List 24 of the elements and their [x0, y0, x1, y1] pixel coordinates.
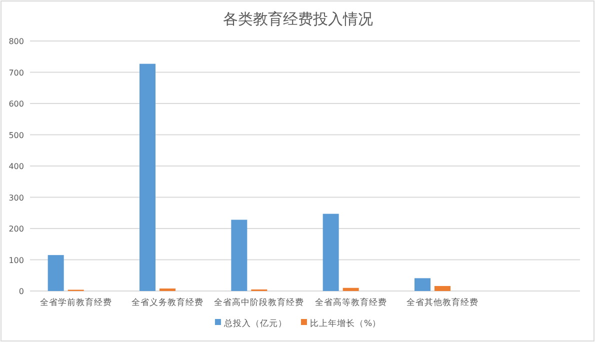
y-tick-label: 800: [8, 37, 24, 46]
y-tick-label: 400: [8, 162, 24, 171]
bar: [322, 214, 339, 291]
y-tick-label: 600: [8, 100, 24, 108]
bar: [48, 255, 64, 291]
bar: [342, 288, 359, 291]
x-tick-label: 全省义务教育经费: [132, 297, 204, 308]
bar: [434, 286, 450, 291]
bar: [414, 278, 430, 291]
legend-label: 比上年增长（%）: [310, 318, 382, 329]
bar: [140, 64, 156, 291]
x-tick-label: 全省高中阶段教育经费: [214, 297, 304, 308]
y-tick-label: 200: [8, 224, 24, 234]
bar: [231, 220, 248, 291]
x-tick-label: 全省高等教育经费: [314, 297, 387, 308]
legend-label: 总投入（亿元）: [222, 318, 287, 329]
y-tick-label: 500: [8, 130, 24, 140]
y-tick-label: 100: [8, 256, 24, 265]
y-tick-label: 700: [8, 68, 24, 78]
x-tick-label: 全省其他教育经费: [406, 297, 478, 308]
x-tick-label: 全省学前教育经费: [40, 297, 112, 308]
chart-title: 各类教育经费投入情况: [223, 10, 373, 28]
y-tick-label: 300: [8, 193, 24, 202]
y-tick-label: 0: [18, 287, 24, 296]
